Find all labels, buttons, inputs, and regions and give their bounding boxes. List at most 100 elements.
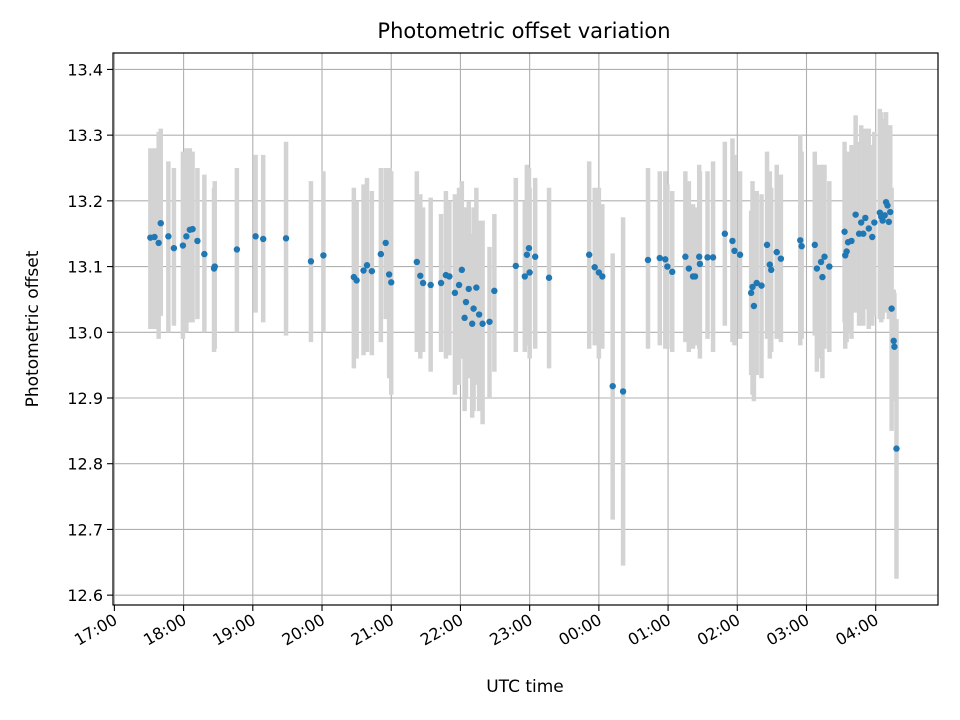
data-point xyxy=(363,262,371,269)
data-point xyxy=(455,281,463,289)
data-point xyxy=(413,258,421,266)
data-point xyxy=(446,273,453,280)
data-point xyxy=(470,305,477,312)
data-point xyxy=(451,289,459,297)
data-point xyxy=(233,246,241,253)
data-point xyxy=(523,251,531,258)
data-point xyxy=(664,263,671,270)
y-tick-label: 12.8 xyxy=(67,455,103,474)
errorbar-series xyxy=(148,108,899,579)
data-point xyxy=(526,269,533,276)
data-point xyxy=(871,219,878,226)
data-point xyxy=(151,233,158,241)
x-tick-label: 01:00 xyxy=(625,610,674,650)
data-point xyxy=(709,254,717,261)
data-point xyxy=(201,250,208,258)
data-point xyxy=(252,233,259,240)
y-tick-label: 12.9 xyxy=(67,389,103,408)
data-point xyxy=(545,274,553,281)
data-point xyxy=(157,220,164,227)
data-point xyxy=(599,273,606,280)
data-point xyxy=(521,273,529,280)
data-point xyxy=(704,254,711,261)
data-point xyxy=(749,283,756,291)
data-point xyxy=(183,233,190,240)
data-point xyxy=(469,320,476,327)
data-point xyxy=(826,263,833,270)
data-point xyxy=(729,237,736,245)
data-point xyxy=(307,258,315,265)
data-point xyxy=(747,289,755,297)
data-point xyxy=(819,273,826,281)
data-point xyxy=(884,202,891,209)
data-point xyxy=(382,239,389,247)
data-point xyxy=(848,237,855,245)
data-point xyxy=(696,253,703,260)
data-point xyxy=(891,343,898,350)
data-point xyxy=(461,314,468,322)
data-point xyxy=(368,267,376,275)
x-tick-label: 03:00 xyxy=(763,610,812,650)
data-point xyxy=(170,244,178,252)
data-point xyxy=(758,282,765,289)
x-tick-label: 22:00 xyxy=(417,610,466,650)
data-point xyxy=(462,298,470,306)
data-point xyxy=(465,285,472,293)
data-point xyxy=(766,261,774,268)
data-point xyxy=(753,279,760,287)
y-tick-label: 12.7 xyxy=(67,520,103,539)
data-point xyxy=(388,279,395,286)
data-point xyxy=(669,268,676,276)
y-tick-label: 13.4 xyxy=(67,60,103,79)
data-point xyxy=(811,241,819,249)
y-axis-ticks: 12.6 12.7 12.8 12.9 13.0 13.1 13.2 13.3 13.4 xyxy=(67,60,113,605)
data-point xyxy=(721,230,729,237)
x-tick-label: 17:00 xyxy=(71,610,120,650)
y-tick-label: 13.2 xyxy=(67,192,103,211)
data-point xyxy=(165,233,172,240)
data-point xyxy=(609,382,616,390)
data-point xyxy=(817,258,825,266)
data-point xyxy=(475,311,483,318)
x-tick-label: 00:00 xyxy=(555,610,604,650)
x-tick-label: 19:00 xyxy=(209,610,258,650)
data-point xyxy=(852,211,859,218)
data-point xyxy=(179,242,187,249)
data-point xyxy=(656,254,663,262)
y-tick-label: 12.6 xyxy=(67,586,103,605)
x-tick-label: 18:00 xyxy=(140,610,189,650)
y-tick-label: 13.0 xyxy=(67,323,103,342)
data-point xyxy=(194,237,201,245)
data-point-series xyxy=(147,198,900,452)
data-point xyxy=(841,228,848,235)
data-point xyxy=(360,267,367,274)
x-axis-label: UTC time xyxy=(486,677,564,697)
data-point xyxy=(259,235,267,243)
data-point xyxy=(857,219,865,226)
data-point xyxy=(585,251,593,258)
data-point xyxy=(417,272,424,279)
data-point xyxy=(731,247,738,254)
data-point xyxy=(813,265,821,272)
x-tick-label: 23:00 xyxy=(486,610,535,650)
data-point xyxy=(486,318,493,325)
data-point xyxy=(662,256,669,263)
x-tick-label: 20:00 xyxy=(279,610,328,650)
data-point xyxy=(419,279,427,287)
data-point xyxy=(881,212,888,219)
data-point xyxy=(427,281,434,289)
data-point xyxy=(869,233,876,241)
data-point xyxy=(862,214,869,222)
data-point xyxy=(437,279,445,287)
data-point xyxy=(377,250,385,258)
data-point xyxy=(189,225,196,233)
data-point xyxy=(644,256,652,264)
data-point xyxy=(860,230,867,237)
data-point xyxy=(777,255,785,262)
data-point xyxy=(763,241,771,249)
data-point xyxy=(890,337,897,345)
data-point xyxy=(491,287,498,295)
data-point xyxy=(696,260,704,268)
data-point xyxy=(821,253,828,260)
